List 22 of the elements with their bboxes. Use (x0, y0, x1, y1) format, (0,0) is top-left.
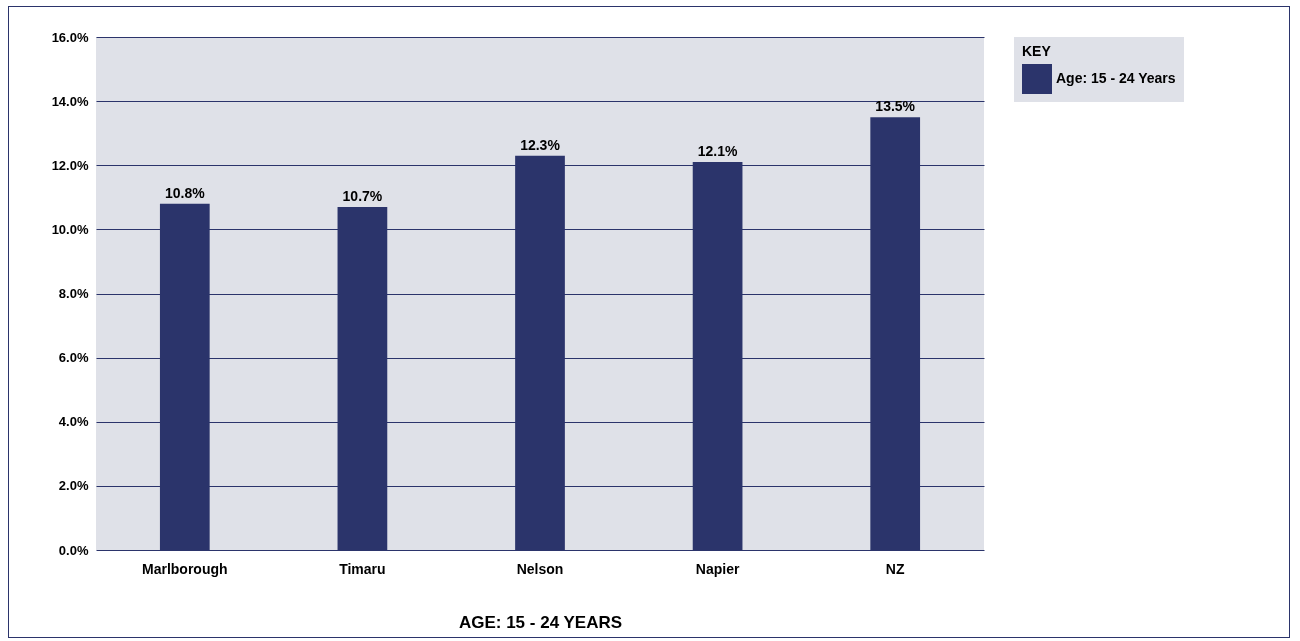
x-tick-label: Nelson (516, 560, 564, 577)
data-label: 12.1% (697, 143, 738, 160)
y-tick-label: 16.0% (51, 29, 89, 45)
x-tick-label: Marlborough (142, 560, 228, 577)
y-tick-label: 6.0% (58, 350, 89, 366)
y-tick-label: 10.0% (51, 221, 89, 237)
x-axis-title: AGE: 15 - 24 YEARS (458, 612, 623, 632)
x-tick-label: NZ (885, 560, 905, 577)
y-tick-label: 4.0% (58, 414, 89, 430)
legend-label: Age: 15 - 24 Years (1056, 70, 1176, 86)
x-tick-label: Napier (695, 560, 740, 577)
legend-title: KEY (1022, 43, 1052, 59)
y-tick-label: 12.0% (51, 157, 89, 173)
y-tick-label: 2.0% (58, 478, 89, 494)
y-tick-label: 0.0% (58, 542, 89, 558)
data-label: 10.7% (342, 187, 383, 204)
data-label: 13.5% (875, 98, 916, 115)
y-tick-label: 14.0% (51, 93, 89, 109)
y-tick-label: 8.0% (58, 286, 89, 301)
data-label: 12.3% (520, 136, 561, 153)
data-label: 10.8% (164, 184, 206, 201)
x-tick-label: Timaru (339, 560, 386, 577)
